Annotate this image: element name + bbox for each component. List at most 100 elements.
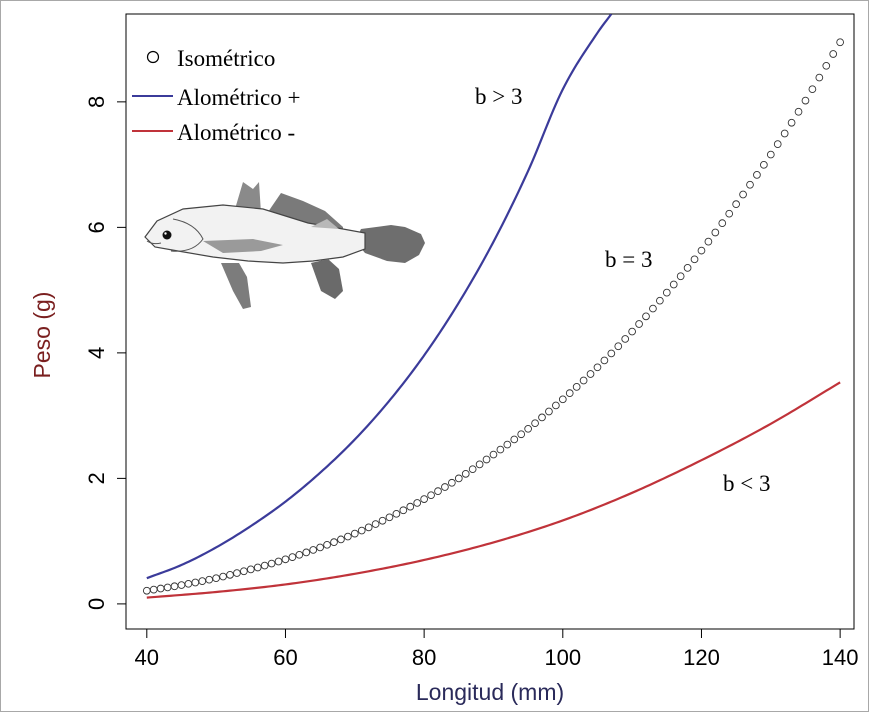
- data-point: [503, 440, 512, 449]
- data-point: [725, 209, 734, 218]
- series-line-alometrico-plus: [146, 14, 613, 580]
- data-point: [815, 73, 824, 82]
- series-line-alometrico-minus: [146, 381, 841, 599]
- data-point: [413, 499, 422, 507]
- data-point: [233, 569, 241, 577]
- data-point: [753, 171, 761, 179]
- data-point: [496, 445, 505, 454]
- data-point: [607, 349, 616, 358]
- data-point: [732, 200, 740, 209]
- data-point: [524, 424, 532, 433]
- data-point: [253, 563, 262, 572]
- fish-illustration: [144, 182, 425, 309]
- x-tick-label: 100: [544, 645, 581, 670]
- legend-label-alometrico-minus: Alométrico -: [177, 120, 295, 145]
- legend-label-isometrico: Isométrico: [177, 46, 275, 71]
- data-point: [760, 160, 768, 169]
- data-point: [212, 574, 220, 583]
- data-point: [593, 363, 602, 372]
- data-point: [323, 540, 331, 549]
- data-point: [773, 140, 782, 148]
- data-point: [572, 383, 581, 391]
- legend-label-alometrico-plus: Alométrico +: [177, 85, 300, 110]
- x-tick-label: 120: [683, 645, 720, 670]
- data-point: [454, 474, 463, 483]
- x-tick-label: 40: [135, 645, 159, 670]
- data-point: [350, 529, 359, 538]
- legend-marker-isometrico: [146, 50, 160, 64]
- data-point: [364, 523, 373, 532]
- data-point: [517, 430, 526, 439]
- data-point: [309, 546, 318, 554]
- data-point: [357, 526, 366, 535]
- data-point: [337, 535, 345, 544]
- data-point: [316, 543, 324, 552]
- data-point: [434, 487, 442, 495]
- data-point: [510, 435, 519, 444]
- data-point: [794, 107, 803, 116]
- data-point: [219, 572, 227, 581]
- data-point: [780, 129, 789, 138]
- legend: Isométrico Alométrico + Alométrico -: [132, 46, 300, 145]
- data-point: [704, 237, 713, 246]
- data-point: [281, 555, 290, 564]
- data-point: [260, 561, 269, 570]
- data-point: [399, 506, 408, 515]
- data-point: [482, 455, 491, 464]
- plot-box: [125, 13, 855, 630]
- data-point: [406, 502, 415, 511]
- data-point: [330, 538, 338, 547]
- x-tick-label: 80: [412, 645, 436, 670]
- y-axis-label: Peso (g): [29, 292, 55, 379]
- data-point: [163, 583, 172, 592]
- data-point: [142, 586, 151, 595]
- data-point: [683, 264, 692, 272]
- data-point: [739, 190, 747, 199]
- annotation-b-greater-3: b > 3: [475, 84, 522, 109]
- data-point: [801, 96, 810, 105]
- data-point: [378, 516, 387, 525]
- data-point: [156, 584, 165, 593]
- data-point: [274, 557, 283, 566]
- annotation-b-equals-3: b = 3: [605, 247, 652, 272]
- y-tick-label: 8: [84, 96, 109, 108]
- x-axis-label: Longitud (mm): [416, 679, 564, 705]
- x-tick-label: 60: [273, 645, 297, 670]
- data-point: [531, 419, 539, 428]
- y-tick-label: 2: [84, 472, 109, 484]
- data-point: [427, 491, 435, 500]
- data-point: [614, 342, 623, 351]
- annotation-b-less-3: b < 3: [723, 471, 770, 496]
- data-point: [808, 85, 817, 94]
- data-point: [246, 565, 255, 574]
- data-point: [586, 370, 595, 378]
- data-point: [662, 288, 671, 297]
- data-point: [420, 495, 428, 503]
- data-point: [552, 401, 560, 410]
- data-point: [628, 327, 636, 336]
- data-point: [177, 581, 186, 589]
- data-point: [302, 548, 311, 557]
- data-point: [226, 570, 234, 579]
- data-point: [489, 450, 498, 459]
- data-point: [461, 470, 470, 478]
- data-point: [191, 578, 200, 587]
- data-point: [295, 550, 304, 559]
- data-point: [240, 567, 248, 576]
- data-point: [565, 389, 574, 397]
- data-point: [836, 38, 844, 47]
- data-point: [184, 579, 193, 588]
- data-point: [468, 465, 477, 474]
- data-point: [267, 559, 276, 568]
- data-point: [205, 575, 214, 584]
- data-point: [829, 50, 838, 58]
- data-point: [385, 513, 394, 522]
- data-point: [649, 304, 657, 313]
- data-point: [669, 280, 678, 289]
- data-point: [697, 246, 706, 255]
- data-point: [718, 219, 727, 228]
- data-point: [545, 407, 553, 416]
- data-point: [635, 320, 643, 328]
